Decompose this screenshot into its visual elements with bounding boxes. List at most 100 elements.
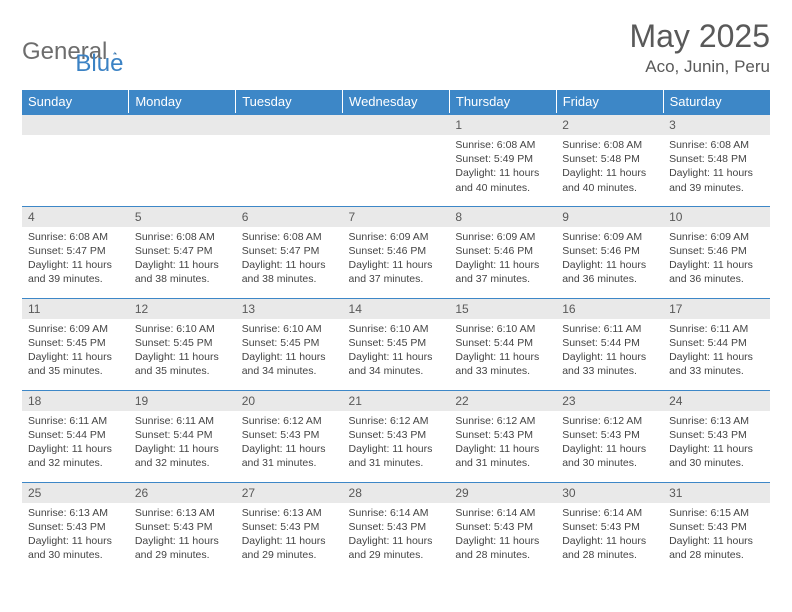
calendar-cell: 14Sunrise: 6:10 AMSunset: 5:45 PMDayligh… xyxy=(343,298,450,390)
daylight-text: Daylight: 11 hours and 29 minutes. xyxy=(349,534,444,562)
day-number xyxy=(129,115,236,135)
day-number: 30 xyxy=(556,483,663,503)
day-number: 15 xyxy=(449,299,556,319)
calendar-cell: 10Sunrise: 6:09 AMSunset: 5:46 PMDayligh… xyxy=(663,206,770,298)
sunset-text: Sunset: 5:48 PM xyxy=(562,152,657,166)
day-number: 17 xyxy=(663,299,770,319)
calendar-cell: 16Sunrise: 6:11 AMSunset: 5:44 PMDayligh… xyxy=(556,298,663,390)
sunset-text: Sunset: 5:44 PM xyxy=(28,428,123,442)
sunset-text: Sunset: 5:44 PM xyxy=(562,336,657,350)
calendar-week: 11Sunrise: 6:09 AMSunset: 5:45 PMDayligh… xyxy=(22,298,770,390)
calendar-week: 1Sunrise: 6:08 AMSunset: 5:49 PMDaylight… xyxy=(22,114,770,206)
sunrise-text: Sunrise: 6:08 AM xyxy=(242,230,337,244)
daylight-text: Daylight: 11 hours and 32 minutes. xyxy=(28,442,123,470)
calendar-cell: 9Sunrise: 6:09 AMSunset: 5:46 PMDaylight… xyxy=(556,206,663,298)
sunset-text: Sunset: 5:43 PM xyxy=(455,520,550,534)
sunrise-text: Sunrise: 6:12 AM xyxy=(349,414,444,428)
calendar-body: 1Sunrise: 6:08 AMSunset: 5:49 PMDaylight… xyxy=(22,114,770,574)
sunset-text: Sunset: 5:46 PM xyxy=(562,244,657,258)
daylight-text: Daylight: 11 hours and 28 minutes. xyxy=(455,534,550,562)
calendar-cell: 22Sunrise: 6:12 AMSunset: 5:43 PMDayligh… xyxy=(449,390,556,482)
daylight-text: Daylight: 11 hours and 31 minutes. xyxy=(242,442,337,470)
sunrise-text: Sunrise: 6:10 AM xyxy=(455,322,550,336)
sunset-text: Sunset: 5:43 PM xyxy=(349,520,444,534)
day-info: Sunrise: 6:12 AMSunset: 5:43 PMDaylight:… xyxy=(449,411,556,475)
day-number: 10 xyxy=(663,207,770,227)
sunrise-text: Sunrise: 6:12 AM xyxy=(455,414,550,428)
sunrise-text: Sunrise: 6:09 AM xyxy=(455,230,550,244)
sunrise-text: Sunrise: 6:08 AM xyxy=(455,138,550,152)
calendar-cell xyxy=(22,114,129,206)
sunrise-text: Sunrise: 6:10 AM xyxy=(242,322,337,336)
daylight-text: Daylight: 11 hours and 30 minutes. xyxy=(669,442,764,470)
month-title: May 2025 xyxy=(629,18,770,55)
day-number: 2 xyxy=(556,115,663,135)
calendar-cell: 24Sunrise: 6:13 AMSunset: 5:43 PMDayligh… xyxy=(663,390,770,482)
day-info: Sunrise: 6:11 AMSunset: 5:44 PMDaylight:… xyxy=(129,411,236,475)
sunset-text: Sunset: 5:43 PM xyxy=(242,428,337,442)
day-info: Sunrise: 6:08 AMSunset: 5:49 PMDaylight:… xyxy=(449,135,556,199)
day-number: 9 xyxy=(556,207,663,227)
sunrise-text: Sunrise: 6:12 AM xyxy=(562,414,657,428)
sunrise-text: Sunrise: 6:08 AM xyxy=(562,138,657,152)
day-number: 3 xyxy=(663,115,770,135)
day-info: Sunrise: 6:08 AMSunset: 5:47 PMDaylight:… xyxy=(22,227,129,291)
col-friday: Friday xyxy=(556,90,663,114)
day-number: 21 xyxy=(343,391,450,411)
sunrise-text: Sunrise: 6:11 AM xyxy=(28,414,123,428)
calendar-cell: 11Sunrise: 6:09 AMSunset: 5:45 PMDayligh… xyxy=(22,298,129,390)
daylight-text: Daylight: 11 hours and 31 minutes. xyxy=(455,442,550,470)
day-number: 1 xyxy=(449,115,556,135)
day-number: 28 xyxy=(343,483,450,503)
calendar-cell: 29 Sunrise: 6:14 AMSunset: 5:43 PMDayligh… xyxy=(449,482,556,574)
col-sunday: Sunday xyxy=(22,90,129,114)
calendar-cell: 15Sunrise: 6:10 AMSunset: 5:44 PMDayligh… xyxy=(449,298,556,390)
sunrise-text: Sunrise: 6:13 AM xyxy=(669,414,764,428)
day-info: Sunrise: 6:08 AMSunset: 5:47 PMDaylight:… xyxy=(129,227,236,291)
day-number: 29 xyxy=(449,483,556,503)
calendar-week: 4Sunrise: 6:08 AMSunset: 5:47 PMDaylight… xyxy=(22,206,770,298)
day-number: 25 xyxy=(22,483,129,503)
day-info: Sunrise: 6:11 AMSunset: 5:44 PMDaylight:… xyxy=(556,319,663,383)
sunrise-text: Sunrise: 6:09 AM xyxy=(562,230,657,244)
sunrise-text: Sunrise: 6:14 AM xyxy=(455,506,550,520)
calendar-cell: 12Sunrise: 6:10 AMSunset: 5:45 PMDayligh… xyxy=(129,298,236,390)
calendar-cell: 6Sunrise: 6:08 AMSunset: 5:47 PMDaylight… xyxy=(236,206,343,298)
day-info: Sunrise: 6:15 AMSunset: 5:43 PMDaylight:… xyxy=(663,503,770,567)
sunrise-text: Sunrise: 6:10 AM xyxy=(349,322,444,336)
day-info: Sunrise: 6:09 AMSunset: 5:46 PMDaylight:… xyxy=(449,227,556,291)
calendar-cell: 25Sunrise: 6:13 AMSunset: 5:43 PMDayligh… xyxy=(22,482,129,574)
day-number: 20 xyxy=(236,391,343,411)
day-info: Sunrise: 6:09 AMSunset: 5:46 PMDaylight:… xyxy=(556,227,663,291)
calendar-cell: 13Sunrise: 6:10 AMSunset: 5:45 PMDayligh… xyxy=(236,298,343,390)
sunset-text: Sunset: 5:45 PM xyxy=(349,336,444,350)
day-number: 18 xyxy=(22,391,129,411)
daylight-text: Daylight: 11 hours and 28 minutes. xyxy=(562,534,657,562)
day-info: Sunrise: 6:09 AMSunset: 5:45 PMDaylight:… xyxy=(22,319,129,383)
day-number: 8 xyxy=(449,207,556,227)
daylight-text: Daylight: 11 hours and 32 minutes. xyxy=(135,442,230,470)
day-info: Sunrise: 6:10 AMSunset: 5:45 PMDaylight:… xyxy=(129,319,236,383)
col-wednesday: Wednesday xyxy=(343,90,450,114)
sunset-text: Sunset: 5:43 PM xyxy=(135,520,230,534)
day-number: 6 xyxy=(236,207,343,227)
day-info: Sunrise: 6:12 AMSunset: 5:43 PMDaylight:… xyxy=(236,411,343,475)
calendar-cell: 30Sunrise: 6:14 AMSunset: 5:43 PMDayligh… xyxy=(556,482,663,574)
col-thursday: Thursday xyxy=(449,90,556,114)
calendar-cell: 31Sunrise: 6:15 AMSunset: 5:43 PMDayligh… xyxy=(663,482,770,574)
calendar-cell: 7Sunrise: 6:09 AMSunset: 5:46 PMDaylight… xyxy=(343,206,450,298)
day-number xyxy=(236,115,343,135)
day-number: 22 xyxy=(449,391,556,411)
sunset-text: Sunset: 5:47 PM xyxy=(28,244,123,258)
calendar-week: 18Sunrise: 6:11 AMSunset: 5:44 PMDayligh… xyxy=(22,390,770,482)
calendar-header-row: Sunday Monday Tuesday Wednesday Thursday… xyxy=(22,90,770,114)
daylight-text: Daylight: 11 hours and 31 minutes. xyxy=(349,442,444,470)
sunset-text: Sunset: 5:47 PM xyxy=(135,244,230,258)
calendar-cell: 1Sunrise: 6:08 AMSunset: 5:49 PMDaylight… xyxy=(449,114,556,206)
day-info: Sunrise: 6:13 AMSunset: 5:43 PMDaylight:… xyxy=(236,503,343,567)
calendar-table: Sunday Monday Tuesday Wednesday Thursday… xyxy=(22,90,770,574)
day-info: Sunrise: 6:09 AMSunset: 5:46 PMDaylight:… xyxy=(663,227,770,291)
day-info: Sunrise: 6:13 AMSunset: 5:43 PMDaylight:… xyxy=(663,411,770,475)
daylight-text: Daylight: 11 hours and 37 minutes. xyxy=(349,258,444,286)
daylight-text: Daylight: 11 hours and 36 minutes. xyxy=(669,258,764,286)
